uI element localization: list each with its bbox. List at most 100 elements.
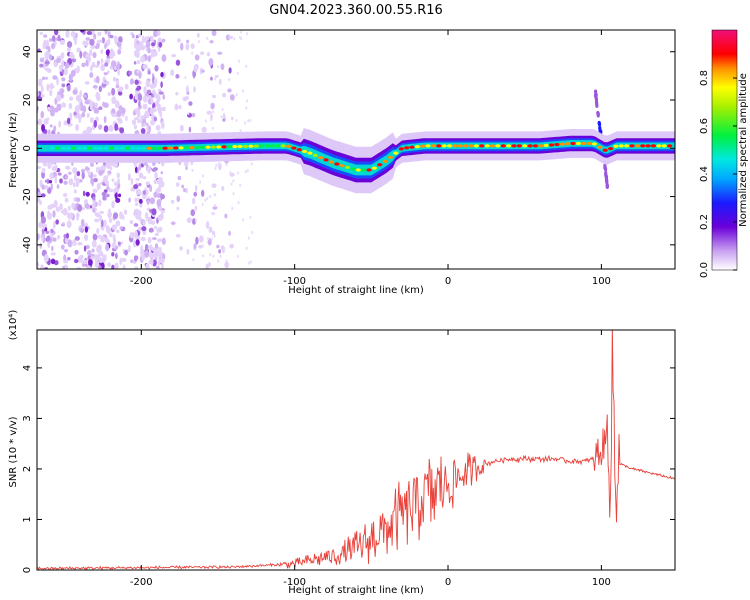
- noise-dot-1069: [218, 249, 221, 254]
- noise-dot-613: [58, 120, 62, 128]
- noise-dot-150: [118, 36, 123, 44]
- noise-dot-1004: [159, 257, 165, 264]
- noise-dot-559: [43, 254, 49, 263]
- noise-dot-614: [100, 219, 104, 228]
- noise-dot-889: [134, 266, 138, 269]
- noise-dot-1027: [159, 107, 165, 111]
- noise-dot-581: [69, 211, 74, 220]
- noise-dot-328: [111, 108, 116, 114]
- noise-dot-270: [115, 79, 119, 86]
- noise-dot-393: [109, 34, 114, 39]
- noise-dot-1009: [145, 263, 150, 269]
- noise-dot-953: [158, 41, 163, 48]
- noise-dot-1104: [170, 199, 175, 204]
- ridge-core-78: [468, 144, 474, 148]
- noise-dot-119: [69, 96, 74, 101]
- ridge-core-66: [404, 146, 410, 150]
- noise-dot-964: [160, 171, 164, 175]
- noise-dot-609: [77, 204, 83, 212]
- noise-dot-586: [106, 186, 110, 190]
- noise-dot-1153: [232, 179, 235, 183]
- ridge-core-90: [532, 144, 539, 148]
- noise-dot-636: [99, 214, 102, 222]
- noise-dot-1025: [144, 249, 150, 258]
- noise-dot-1138: [170, 221, 176, 226]
- noise-dot-470: [104, 79, 107, 83]
- ridge-core-74: [446, 144, 453, 148]
- ridge-core-3: [65, 146, 72, 150]
- noise-dot-1169: [244, 170, 247, 174]
- ridge-core-104: [607, 147, 614, 151]
- noise-dot-488: [49, 53, 52, 61]
- snr-panel: -200 -100 0 100 0 1 2 3 4 Height of straight li…: [8, 310, 676, 596]
- noise-dot-211: [71, 161, 74, 166]
- noise-dot-445: [49, 82, 54, 90]
- noise-dot-508: [81, 171, 85, 180]
- spectrogram-y-tick-label-2: 0: [22, 145, 33, 151]
- noise-dot-496: [98, 170, 104, 176]
- ridge-core-7: [87, 146, 93, 150]
- noise-dot-528: [75, 177, 80, 185]
- ridge-core-75: [452, 144, 458, 148]
- ridge-core-43: [280, 144, 286, 148]
- noise-dot-1131: [181, 184, 185, 189]
- noise-dot-8: [85, 244, 90, 250]
- noise-dot-185: [76, 171, 81, 177]
- noise-dot-1193: [213, 203, 216, 208]
- noise-dot-1210: [217, 259, 220, 263]
- ridge-core-112: [650, 144, 657, 148]
- ridge-core-72: [436, 144, 442, 148]
- noise-dot-1174: [213, 234, 216, 238]
- noise-dot-499: [73, 189, 77, 194]
- noise-dot-68: [60, 244, 65, 250]
- ridge-core-84: [500, 144, 506, 148]
- noise-dot-567: [96, 93, 101, 102]
- noise-dot-937: [149, 83, 156, 89]
- noise-dot-1180: [225, 259, 228, 263]
- ridge-core-0: [49, 146, 55, 150]
- noise-dot-939: [150, 98, 154, 105]
- noise-dot-457: [117, 241, 121, 246]
- ridge-core-85: [505, 144, 512, 148]
- ridge-core-95: [559, 142, 565, 146]
- noise-dot-489: [79, 255, 84, 259]
- ridge-core-35: [237, 144, 243, 149]
- ridge-core-108: [629, 144, 635, 148]
- snr-plot-area: [37, 330, 675, 570]
- noise-dot-711: [147, 70, 151, 75]
- noise-dot-608: [70, 31, 76, 38]
- ridge-core-109: [634, 144, 641, 148]
- ridge-core-71: [430, 144, 437, 148]
- noise-dot-863: [136, 110, 141, 118]
- noise-dot-356: [100, 49, 104, 54]
- noise-dot-535: [51, 35, 56, 42]
- noise-dot-218: [117, 91, 123, 96]
- noise-dot-99: [114, 262, 119, 269]
- noise-dot-571: [104, 30, 108, 35]
- noise-dot-890: [133, 208, 139, 214]
- noise-dot-318: [119, 211, 123, 220]
- noise-dot-386: [42, 76, 46, 81]
- noise-dot-245: [37, 261, 40, 269]
- noise-dot-486: [50, 110, 55, 117]
- noise-dot-264: [101, 262, 105, 269]
- noise-dot-593: [45, 50, 50, 58]
- ridge-core-47: [302, 149, 308, 154]
- noise-dot-1137: [201, 69, 205, 73]
- snr-x-tick-label-1: -100: [283, 577, 306, 588]
- noise-dot-428: [66, 220, 72, 228]
- noise-dot-621: [107, 37, 111, 46]
- noise-dot-932: [147, 47, 151, 54]
- noise-dot-479: [67, 239, 72, 248]
- noise-dot-1073: [193, 86, 196, 93]
- noise-dot-1208: [215, 163, 218, 167]
- noise-dot-254: [114, 191, 118, 200]
- spectrogram-y-ticks: -40 -20 0 20 40: [22, 45, 675, 253]
- noise-dot-1119: [222, 112, 226, 120]
- noise-dot-45: [89, 49, 93, 57]
- noise-dot-441: [92, 85, 98, 89]
- noise-dot-821: [140, 128, 146, 135]
- noise-dot-1058: [171, 54, 177, 58]
- noise-dot-1232: [240, 30, 243, 34]
- noise-dot-804: [133, 255, 138, 262]
